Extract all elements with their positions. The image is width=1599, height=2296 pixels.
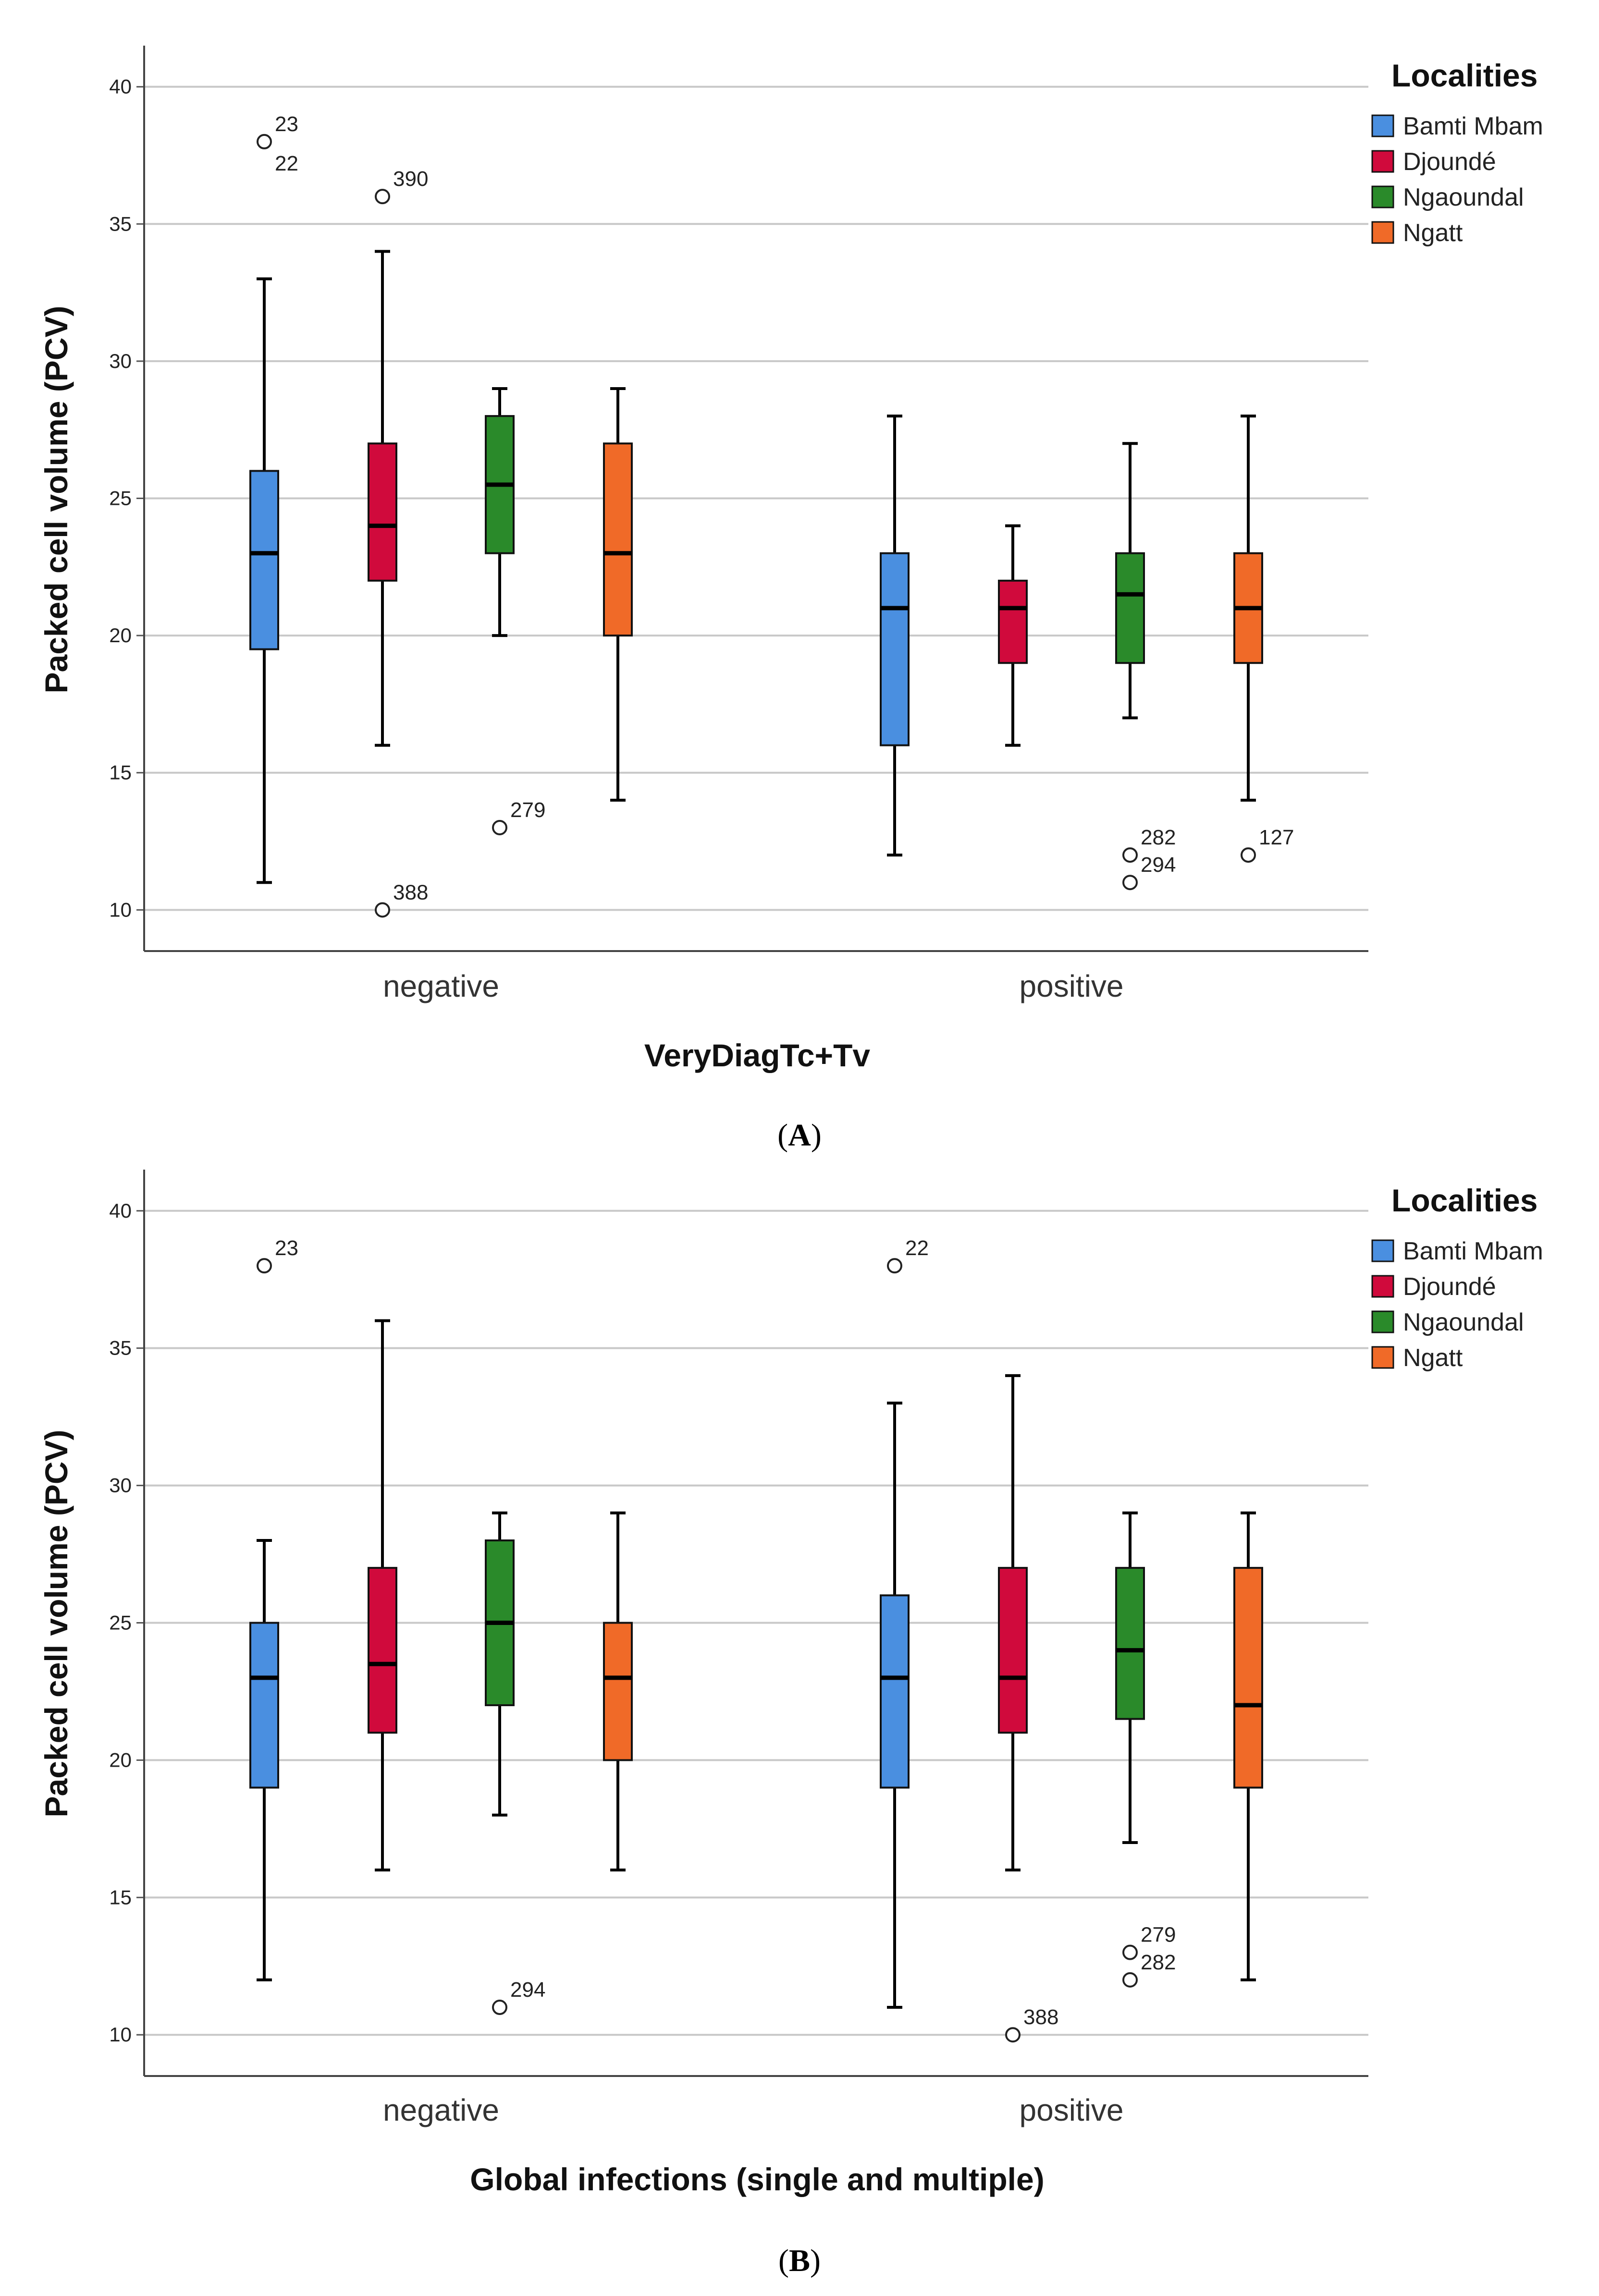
- panel-0-outlier-point: [375, 189, 390, 205]
- panel-0-legend-label: Bamti Mbam: [1403, 112, 1543, 140]
- panel-1-legend-label: Djoundé: [1403, 1273, 1496, 1301]
- panel-0-outlier-point: [1122, 875, 1138, 891]
- panel-0-y-tick-label: 40: [109, 75, 132, 98]
- panel-a-gridlines: [144, 85, 1368, 911]
- panel-1-outlier-point: [1122, 1972, 1138, 1988]
- panel-0-legend-label: Djoundé: [1403, 148, 1496, 176]
- panel-0-box: [880, 552, 910, 746]
- panel-1-outlier-label: 388: [1023, 2005, 1058, 2029]
- panel-0-outlier-label: 390: [393, 167, 428, 191]
- panel-1-y-tick-label: 40: [109, 1199, 132, 1222]
- panel-b-x-axis-title: Global infections (single and multiple): [470, 2162, 1044, 2197]
- panel-0-legend-swatch: [1371, 150, 1394, 173]
- panel-b-caption: (B): [778, 2243, 821, 2278]
- panel-a-chart: 10 15 20 25 30 35 40 23 22 390 388 279 282 294 127 ne…: [38, 46, 1543, 1073]
- panel-0-outlier-point: [1122, 847, 1138, 863]
- panel-1-legend-swatch: [1371, 1239, 1394, 1262]
- panel-0-legend-label: Ngatt: [1403, 219, 1463, 247]
- panel-a-caption: (A): [777, 1118, 822, 1153]
- panel-1-x-category-label: negative: [383, 2093, 499, 2127]
- panel-1-legend-label: Bamti Mbam: [1403, 1237, 1543, 1265]
- panel-0-outlier-label: 282: [1141, 826, 1176, 849]
- panel-0-y-tick-label: 35: [109, 212, 132, 235]
- panel-a-axes: [143, 46, 1368, 952]
- panel-b-gridlines: [144, 1209, 1368, 2036]
- panel-1-legend-label: Ngatt: [1403, 1344, 1463, 1372]
- panel-1-y-tick-label: 15: [109, 1886, 132, 1908]
- panel-0-outlier-point: [375, 902, 390, 918]
- panel-0-outlier-point: [492, 819, 507, 835]
- panel-0-outlier-label: 279: [510, 798, 545, 822]
- panel-a-legend: Localities Bamti Mbam Djoundé Ngaoundal Nga…: [1371, 58, 1543, 247]
- panel-0-y-tick-label: 15: [109, 761, 132, 784]
- panel-b-axes: [143, 1170, 1368, 2077]
- panel-1-outlier-label: 23: [275, 1236, 298, 1260]
- panel-1-y-tick-label: 35: [109, 1337, 132, 1359]
- panel-0-y-tick-label: 10: [109, 898, 132, 921]
- panel-a-boxes: 23 22 390 388 279 282 294 127: [249, 112, 1294, 918]
- panel-1-y-tick-label: 10: [109, 2023, 132, 2046]
- panel-b-boxes: 23 22 388 294 279 282: [249, 1236, 1263, 2043]
- panel-1-box: [1233, 1567, 1263, 1789]
- panel-1-outlier-point: [257, 1258, 272, 1274]
- panel-1-x-category-label: positive: [1020, 2093, 1124, 2127]
- panel-0-outlier-label: 294: [1141, 853, 1176, 877]
- panel-0-box: [1115, 552, 1145, 664]
- panel-b-x-categories: negative positive: [383, 2093, 1123, 2127]
- panel-1-box: [880, 1594, 910, 1789]
- panel-1-outlier-point: [1122, 1944, 1138, 1960]
- panel-0-outlier-label: 127: [1259, 826, 1294, 849]
- panel-1-outlier-point: [1005, 2027, 1021, 2043]
- panel-1-box: [603, 1622, 633, 1761]
- panel-1-legend-swatch: [1371, 1310, 1394, 1333]
- panel-b-legend: Localities Bamti Mbam Djoundé Ngaoundal Nga…: [1371, 1183, 1543, 1372]
- panel-1-box: [998, 1567, 1028, 1734]
- panel-0-y-tick-label: 25: [109, 487, 132, 510]
- panel-0-outlier-label: 388: [393, 880, 428, 904]
- panel-1-outlier-label: 294: [510, 1978, 545, 2002]
- panel-b-legend-title: Localities: [1391, 1183, 1538, 1218]
- panel-0-legend-swatch: [1371, 114, 1394, 137]
- panel-0-legend-label: Ngaoundal: [1403, 183, 1524, 211]
- panel-0-outlier-label: 23: [275, 112, 298, 136]
- panel-1-y-tick-label: 25: [109, 1612, 132, 1634]
- panel-1-box: [368, 1567, 397, 1734]
- panel-1-outlier-label: 282: [1141, 1951, 1176, 1974]
- panel-0-y-tick-label: 30: [109, 350, 132, 372]
- panel-1-box: [1115, 1567, 1145, 1720]
- panel-0-box: [998, 579, 1028, 664]
- panel-a-y-ticks: 10 15 20 25 30 35 40: [109, 75, 144, 921]
- panel-1-outlier-label: 22: [905, 1236, 929, 1260]
- panel-b-y-ticks: 10 15 20 25 30 35 40: [109, 1199, 144, 2046]
- panel-0-outlier-point: [257, 134, 272, 149]
- panel-0-box: [368, 442, 397, 582]
- panel-0-legend-swatch: [1371, 221, 1394, 244]
- panel-0-outlier-label: 22: [275, 152, 298, 175]
- panel-b-chart: 10 15 20 25 30 35 40 23 22 388 294 279 282 negative…: [38, 1170, 1543, 2197]
- panel-0-legend-swatch: [1371, 185, 1394, 208]
- panel-1-outlier-point: [887, 1258, 902, 1274]
- panel-0-box: [249, 470, 279, 650]
- panel-0-outlier-point: [1241, 847, 1256, 863]
- panel-1-y-tick-label: 20: [109, 1748, 132, 1771]
- panel-a-x-categories: negative positive: [383, 969, 1123, 1003]
- panel-1-outlier-label: 279: [1141, 1923, 1176, 1947]
- panel-1-legend-swatch: [1371, 1346, 1394, 1369]
- panel-b-y-axis-title: Packed cell volume (PCV): [38, 1430, 74, 1818]
- panel-0-box: [603, 442, 633, 637]
- panel-1-outlier-point: [492, 2000, 507, 2015]
- panel-1-y-tick-label: 30: [109, 1474, 132, 1497]
- panel-a-legend-title: Localities: [1391, 58, 1538, 93]
- panel-1-legend-swatch: [1371, 1275, 1394, 1298]
- panel-0-x-category-label: negative: [383, 969, 499, 1003]
- panel-a-x-axis-title: VeryDiagTc+Tv: [644, 1038, 870, 1073]
- panel-0-y-tick-label: 20: [109, 624, 132, 647]
- panel-a-y-axis-title: Packed cell volume (PCV): [38, 306, 74, 694]
- panel-0-x-category-label: positive: [1020, 969, 1124, 1003]
- panel-1-legend-label: Ngaoundal: [1403, 1308, 1524, 1336]
- panel-1-box: [249, 1622, 279, 1789]
